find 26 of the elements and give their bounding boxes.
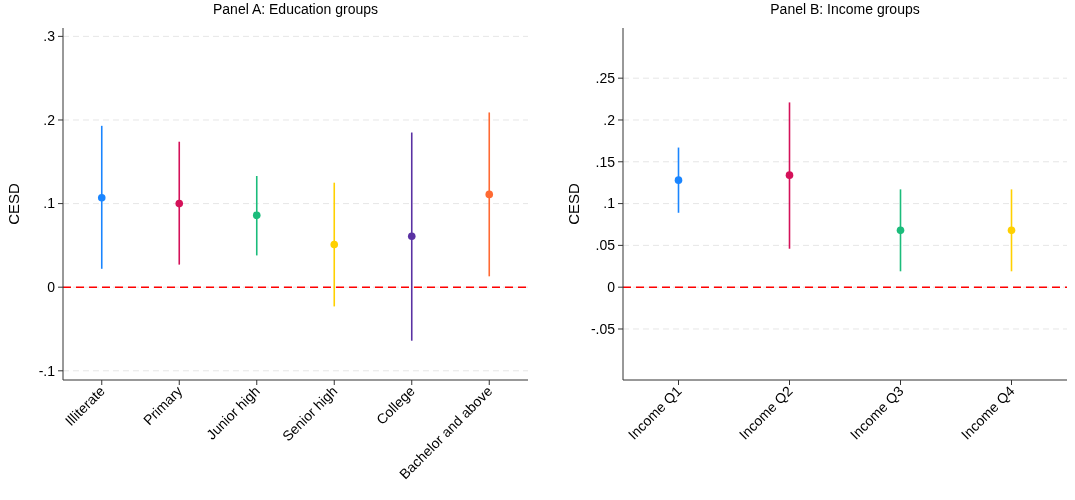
point (1007, 226, 1016, 235)
y-tick-label: -.1 (38, 362, 56, 379)
point (252, 211, 261, 220)
point (407, 232, 416, 240)
y-tick-label: .1 (603, 195, 616, 212)
chart-title: Panel B: Income groups (770, 1, 920, 17)
y-tick-label: .25 (595, 70, 616, 87)
y-axis-title: CESD (565, 183, 582, 225)
point (896, 226, 905, 235)
point (175, 199, 184, 208)
y-tick-label: -.05 (590, 320, 616, 337)
chart-title: Panel A: Education groups (212, 1, 379, 17)
point (785, 171, 794, 179)
point (674, 176, 683, 184)
y-tick-label: .2 (43, 111, 56, 128)
y-tick-label: 0 (607, 279, 616, 296)
y-tick-label: .3 (43, 28, 56, 45)
point (330, 240, 339, 249)
y-tick-label: .1 (43, 195, 56, 212)
y-tick-label: .2 (603, 111, 616, 128)
y-tick-label: 0 (47, 279, 56, 296)
point (97, 193, 106, 202)
point (485, 190, 494, 199)
y-tick-label: .15 (595, 153, 616, 170)
y-axis-title: CESD (5, 183, 22, 225)
y-tick-label: .05 (595, 237, 616, 254)
